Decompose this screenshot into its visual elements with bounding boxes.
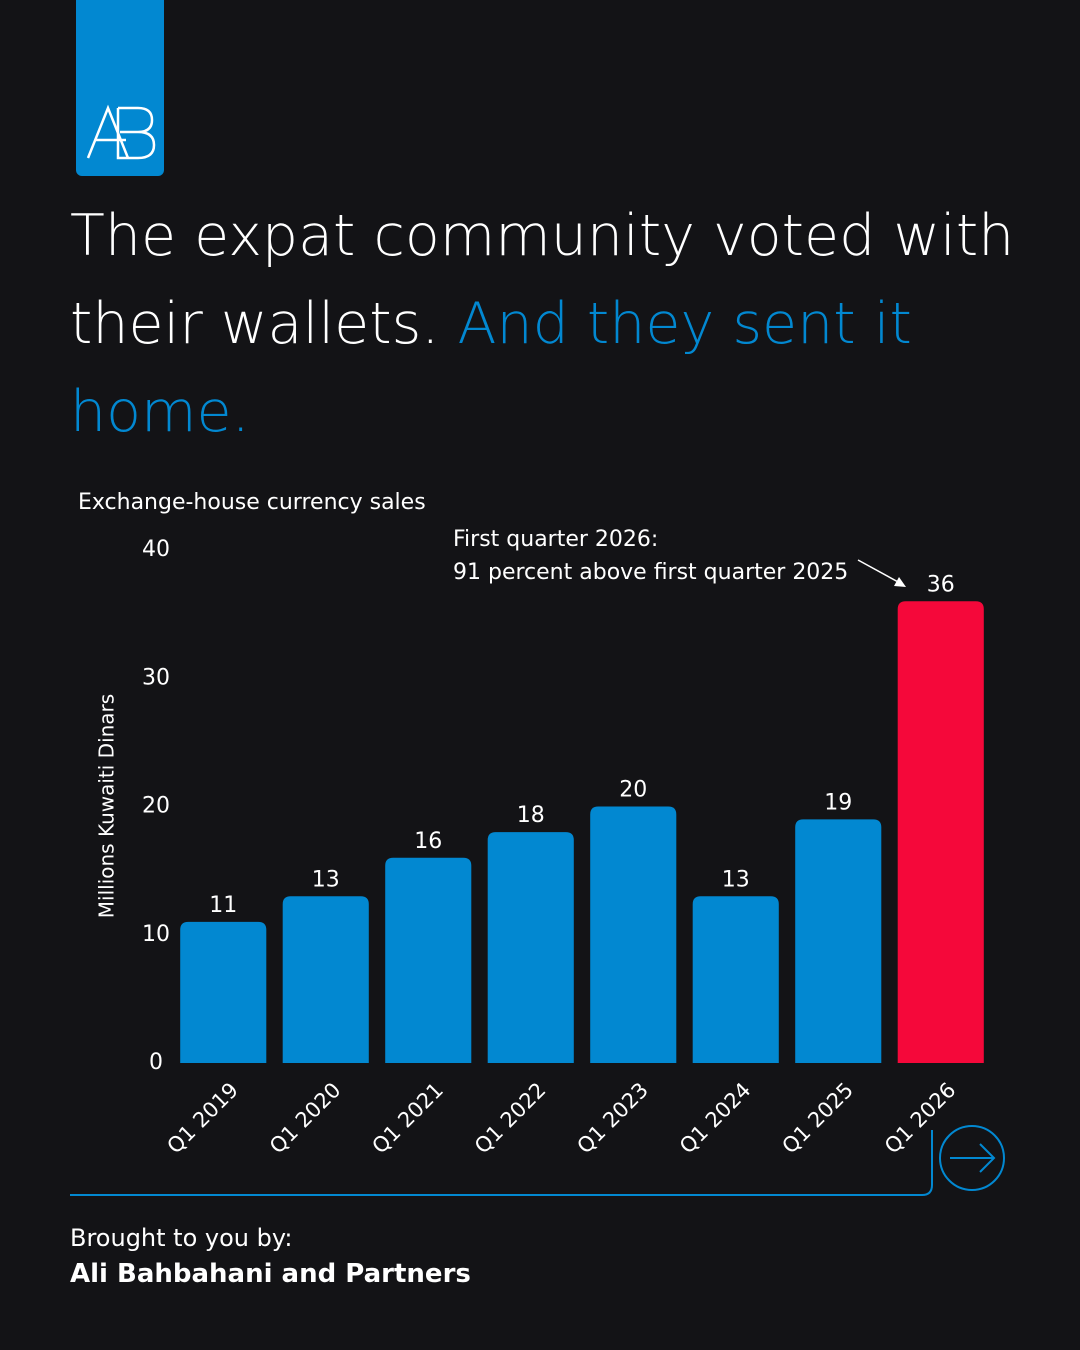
x-tick-label: Q1 2022 — [470, 1078, 551, 1159]
headline-blue: And they sent it home. — [70, 291, 912, 445]
x-tick-label: Q1 2025 — [777, 1078, 858, 1159]
x-tick-label: Q1 2024 — [675, 1078, 756, 1159]
headline-white: The expat community voted with their wal… — [70, 203, 1015, 357]
value-label: 13 — [722, 867, 750, 892]
bar — [282, 896, 369, 1063]
logo — [86, 104, 156, 160]
value-label: 36 — [927, 572, 955, 597]
x-tick-label: Q1 2020 — [265, 1078, 346, 1159]
bar — [692, 896, 779, 1063]
x-tick-label: Q1 2023 — [572, 1078, 653, 1159]
logo-badge — [76, 0, 164, 176]
x-tick-label: Q1 2021 — [367, 1078, 448, 1159]
y-tick-label: 40 — [142, 537, 170, 562]
bar — [897, 601, 984, 1063]
x-tick-label: Q1 2019 — [162, 1078, 243, 1159]
value-label: 19 — [824, 790, 852, 815]
value-label: 20 — [619, 778, 647, 803]
y-tick-label: 20 — [142, 794, 170, 819]
next-arrow[interactable] — [950, 1143, 996, 1173]
annotation: First quarter 2026: — [453, 527, 658, 552]
bar — [590, 806, 677, 1063]
y-tick-label: 30 — [142, 665, 170, 690]
headline: The expat community voted with their wal… — [70, 192, 1030, 456]
y-tick-label: 10 — [142, 922, 170, 947]
annotation: 91 percent above first quarter 2025 — [453, 560, 848, 585]
value-label: 18 — [517, 803, 545, 828]
annotation-arrow — [857, 559, 906, 587]
chart-title: Exchange-house currency sales — [78, 490, 426, 515]
y-axis-label: Millions Kuwaiti Dinars — [95, 694, 119, 918]
bar — [487, 832, 574, 1063]
bar — [795, 819, 882, 1063]
footer-line2: Ali Bahbahani and Partners — [70, 1259, 471, 1289]
next-button[interactable] — [939, 1125, 1005, 1191]
value-label: 13 — [312, 867, 340, 892]
value-label: 11 — [209, 893, 237, 918]
decor-line — [70, 1130, 933, 1196]
bar — [180, 921, 267, 1063]
footer-line1: Brought to you by: — [70, 1224, 293, 1252]
value-label: 16 — [414, 829, 442, 854]
bar — [385, 857, 472, 1063]
x-tick-label: Q1 2026 — [880, 1078, 961, 1159]
y-tick-label: 0 — [149, 1050, 163, 1075]
